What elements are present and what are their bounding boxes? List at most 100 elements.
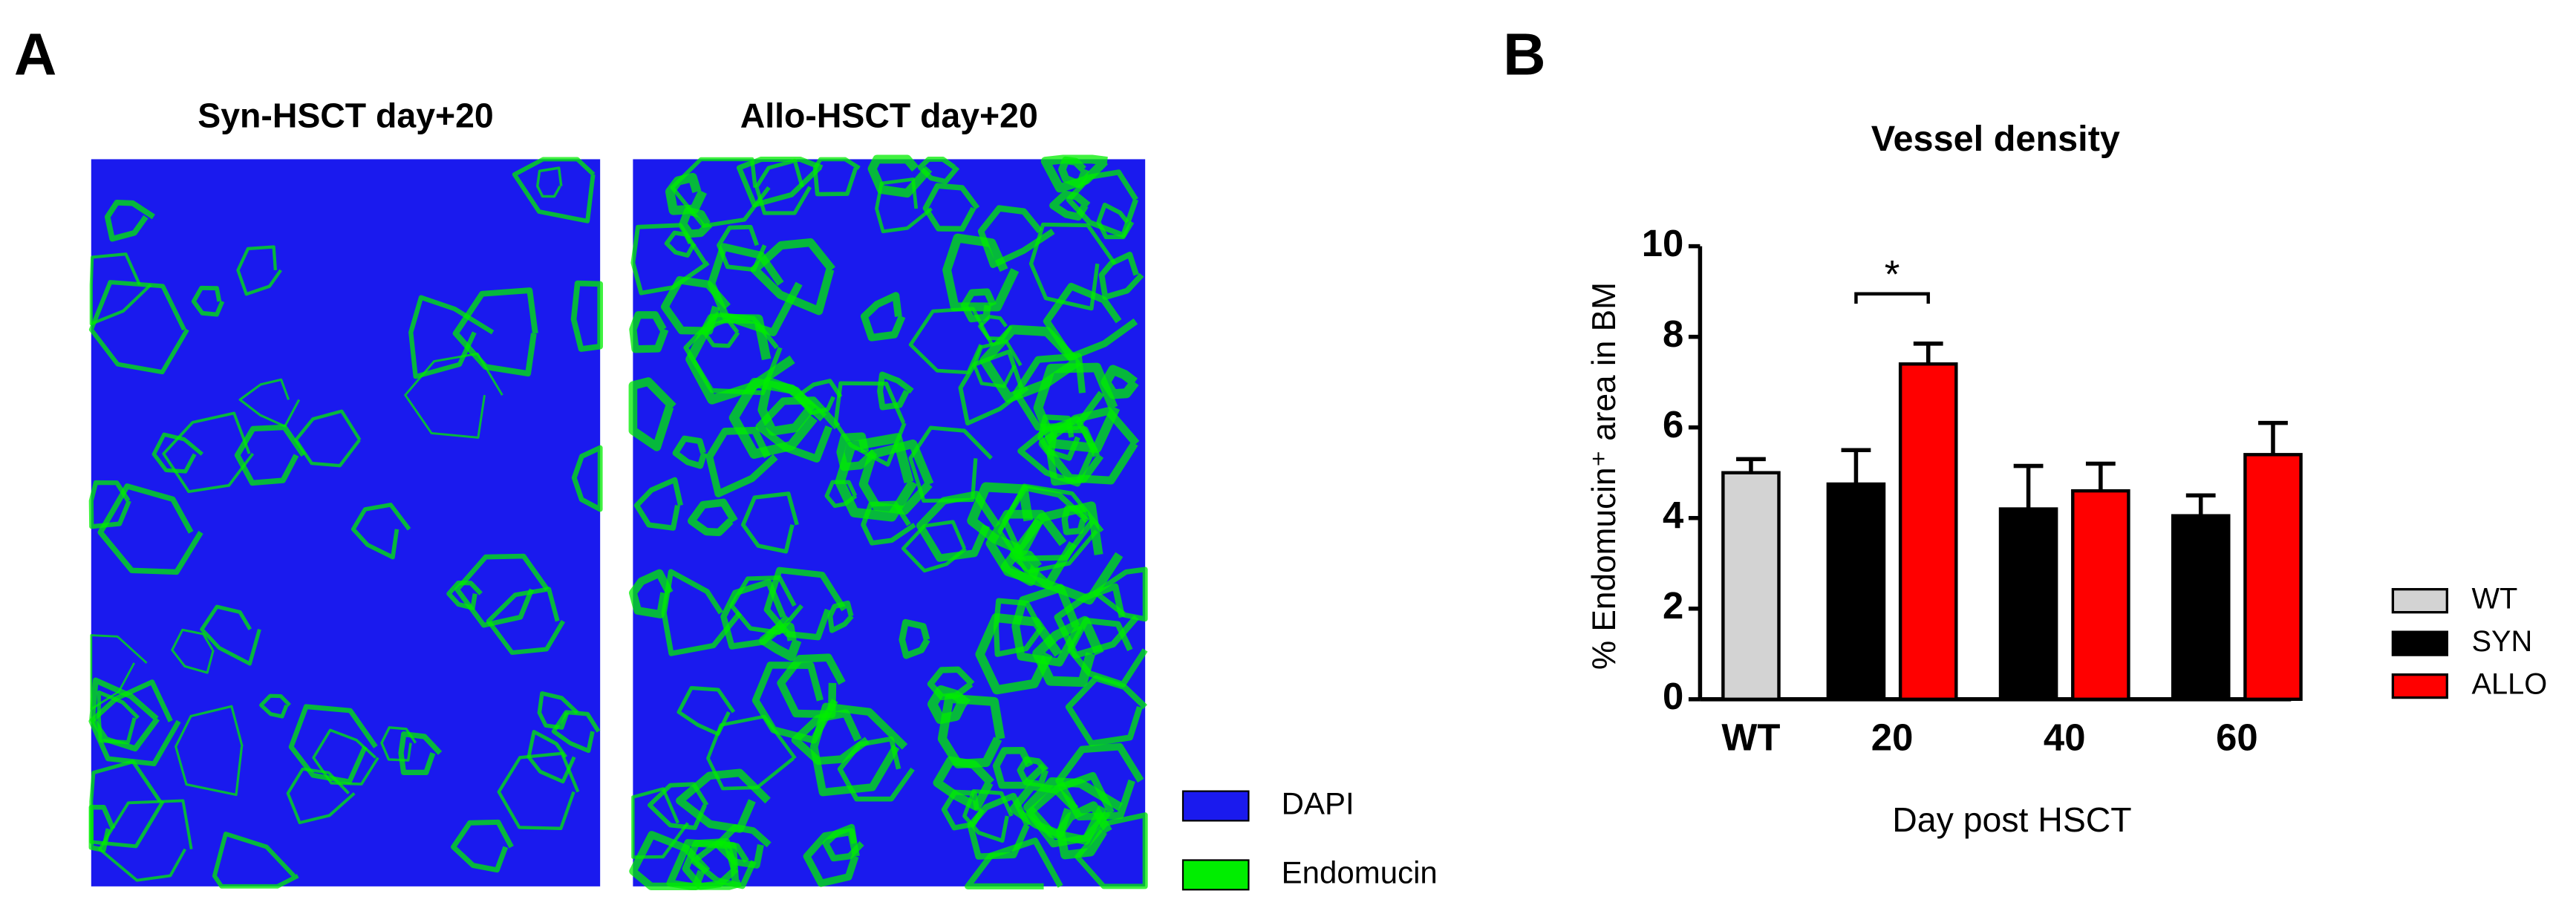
vessel-stain [942, 233, 1020, 312]
vessel-stain [877, 371, 914, 411]
vessel-stain [933, 756, 994, 812]
vessel-stain [992, 747, 1047, 789]
x-tick-label: WT [1721, 716, 1780, 759]
vessel-stain [827, 600, 854, 633]
panel-label: A [14, 22, 56, 88]
vessel-stain [647, 782, 709, 830]
vessel-stain [977, 205, 1055, 269]
vessel-stain [88, 480, 131, 529]
vessel-stain [398, 731, 443, 776]
vessel-stain [446, 580, 483, 610]
vessel-stain [908, 425, 993, 503]
y-tick-label: 0 [1663, 675, 1683, 717]
vessel-stain [408, 295, 495, 379]
vessel-stain [837, 736, 915, 802]
vessel-stain [628, 377, 676, 451]
vessel-stain [861, 500, 916, 546]
image-title: Allo-HSCT day+20 [740, 96, 1038, 134]
vessel-stain [922, 183, 980, 232]
vessel-stain [809, 702, 908, 797]
vessel-stain [1061, 505, 1089, 535]
vessel-stain [486, 587, 566, 656]
y-tick-label: 2 [1663, 584, 1683, 627]
micrograph [628, 154, 1148, 890]
vessel-stain [967, 792, 1031, 860]
micrograph-background [91, 159, 601, 886]
vessel-stain [628, 569, 674, 618]
x-tick-label: 60 [2216, 716, 2258, 759]
vessel-stain [380, 726, 417, 762]
vessel-stain [901, 520, 967, 573]
legend-label: DAPI [1282, 786, 1354, 821]
vessel-stain [88, 679, 181, 767]
vessel-stain [175, 705, 244, 797]
vessel-stain [88, 280, 189, 375]
vessel-stain [97, 483, 203, 575]
y-tick-label: 8 [1663, 313, 1683, 355]
vessel-stain [757, 376, 817, 436]
vessel-stain [860, 292, 906, 342]
vessel-stain [672, 435, 708, 469]
legend-swatch [2391, 673, 2448, 699]
vessel-stain [452, 287, 538, 377]
vessel-stain [997, 483, 1104, 575]
vessel-stain [754, 158, 812, 215]
vessel-stain [454, 553, 550, 628]
bar [2243, 453, 2303, 702]
vessel-stain [104, 200, 155, 242]
vessel-stain [707, 243, 803, 337]
vessel-stain [916, 491, 1001, 562]
x-tick-label: 40 [2044, 716, 2086, 759]
vessel-stain [763, 566, 847, 641]
vessel-stain [551, 710, 601, 754]
vessel-stain [720, 579, 790, 650]
vessel-stain [259, 693, 291, 719]
vessel-stain [1065, 675, 1147, 747]
vessel-stain [151, 432, 203, 474]
legend-label: ALLO [2471, 668, 2547, 701]
vessel-stain [497, 751, 580, 830]
vessel-stain [200, 604, 261, 666]
vessel-stain [822, 823, 864, 862]
vessel-stain [312, 728, 379, 786]
vessel-stain [1075, 812, 1148, 889]
vessel-stain [836, 432, 878, 471]
vessel-stain [633, 477, 683, 531]
vessel-stain [875, 177, 933, 234]
vessel-stain [90, 634, 148, 711]
vessel-stain [162, 411, 255, 494]
vessel-stain [537, 691, 579, 730]
vessel-stain [958, 349, 1029, 426]
vessel-stain [535, 166, 563, 198]
vessel-stain [629, 311, 669, 353]
vessel-stain [741, 492, 799, 554]
micrograph [88, 157, 603, 889]
vessel-stain [937, 693, 1005, 768]
y-tick-label: 6 [1663, 403, 1683, 445]
y-tick-label: 4 [1663, 494, 1683, 536]
vessel-stain [512, 157, 596, 223]
vessel-stain [294, 409, 362, 468]
vessel-stain [755, 396, 841, 463]
vessel-stain [571, 445, 603, 512]
vessel-stain [803, 828, 860, 887]
vessel-stain [962, 788, 1014, 843]
bar [1721, 471, 1781, 702]
vessel-stain [899, 618, 930, 659]
x-axis-label: Day post HSCT [1892, 800, 2131, 839]
panel-label: B [1503, 22, 1545, 88]
x-tick-label: 20 [1871, 716, 1914, 759]
vessel-stain [451, 819, 514, 873]
vessel-stain [812, 157, 861, 197]
vessel-stain [98, 799, 193, 882]
vessel-stain [1023, 777, 1123, 845]
vessel-stain [687, 498, 738, 537]
vessel-stain [1009, 782, 1079, 839]
legend-swatch [2391, 630, 2448, 656]
bar [1898, 362, 1958, 702]
vessel-stain [736, 156, 824, 208]
vessel-stain [679, 206, 713, 238]
vessel-stain [171, 628, 215, 674]
legend-label: SYN [2471, 625, 2532, 658]
